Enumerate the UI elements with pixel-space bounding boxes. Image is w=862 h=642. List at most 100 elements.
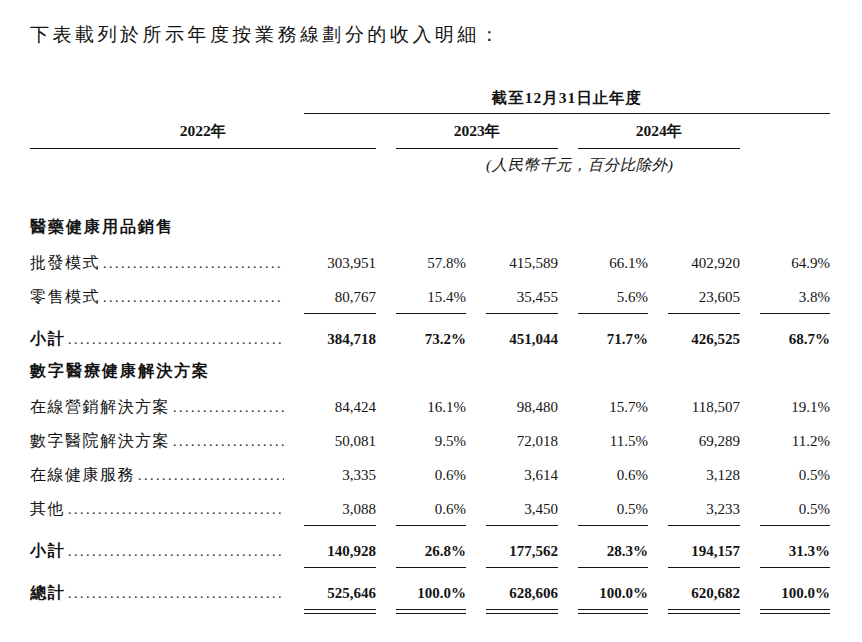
section-label: 醫藥健康用品銷售 [30, 217, 284, 238]
column-rule [578, 567, 648, 568]
cell-2024-percent: 0.5% [760, 501, 830, 518]
column-rule [668, 313, 740, 314]
cell-2022-value: 3,335 [304, 467, 376, 484]
column-rule [760, 525, 830, 526]
cell-2023-percent: 15.7% [578, 399, 648, 416]
cell-2024-percent: 11.2% [760, 433, 830, 450]
column-rule [760, 567, 830, 568]
column-rule [396, 313, 466, 314]
total-row: 總計 525,646 100.0% 628,606 100.0% 620,682… [30, 568, 830, 602]
cell-2023-value: 3,450 [486, 501, 558, 518]
year-header-2022: 2022年 [30, 114, 376, 150]
column-rule [486, 525, 558, 526]
data-row-digital-hospital: 數字醫院解決方案 50,081 9.5% 72,018 11.5% 69,289… [30, 416, 830, 450]
dot-leader [173, 398, 284, 416]
row-label: 其他 [30, 500, 65, 518]
table-header-note: (人民幣千元，百分比除外) [30, 149, 830, 174]
column-rule [486, 567, 558, 568]
column-rule [396, 525, 466, 526]
cell-2023-percent: 0.5% [578, 501, 648, 518]
cell-2024-percent: 31.3% [760, 543, 830, 560]
cell-2024-value: 69,289 [668, 433, 740, 450]
cell-2023-value: 72,018 [486, 433, 558, 450]
cell-2023-percent: 66.1% [578, 255, 648, 272]
row-label: 小計 [30, 330, 65, 348]
column-rule [668, 525, 740, 526]
column-rule [578, 313, 648, 314]
revenue-table: 截至12月31日止年度 2022年 2023年 2024年 (人民幣千元，百分比… [30, 82, 830, 614]
row-label: 在線營銷解決方案 [30, 398, 170, 416]
dot-leader [103, 254, 284, 272]
cell-2023-percent: 11.5% [578, 433, 648, 450]
double-rule [304, 609, 376, 614]
year-header-2023: 2023年 [396, 114, 558, 150]
cell-2024-value: 118,507 [668, 399, 740, 416]
data-row-online-marketing: 在線營銷解決方案 84,424 16.1% 98,480 15.7% 118,5… [30, 382, 830, 416]
cell-2024-percent: 3.8% [760, 289, 830, 306]
cell-2022-percent: 73.2% [396, 331, 466, 348]
period-header: 截至12月31日止年度 [304, 82, 830, 114]
cell-2024-percent: 68.7% [760, 331, 830, 348]
row-label: 總計 [30, 584, 65, 602]
cell-2024-value: 3,233 [668, 501, 740, 518]
cell-2022-value: 140,928 [304, 543, 376, 560]
cell-2023-percent: 28.3% [578, 543, 648, 560]
table-body: 醫藥健康用品銷售 批發模式 303,951 57.8% 415,589 66.1… [30, 204, 830, 614]
double-rule [760, 609, 830, 614]
cell-2024-value: 23,605 [668, 289, 740, 306]
year-header-2024: 2024年 [578, 114, 740, 150]
data-row-others: 其他 3,088 0.6% 3,450 0.5% 3,233 0.5% [30, 484, 830, 518]
dot-leader [68, 542, 284, 560]
column-rule [760, 313, 830, 314]
intro-text: 下表載列於所示年度按業務線劃分的收入明細： [30, 22, 503, 48]
cell-2022-value: 80,767 [304, 289, 376, 306]
cell-2023-percent: 5.6% [578, 289, 648, 306]
dot-leader [68, 584, 284, 602]
table-header-period: 截至12月31日止年度 [30, 82, 830, 114]
cell-2023-value: 628,606 [486, 585, 558, 602]
cell-2024-percent: 0.5% [760, 467, 830, 484]
unit-note: (人民幣千元，百分比除外) [486, 149, 648, 174]
cell-2024-percent: 100.0% [760, 585, 830, 602]
cell-2022-value: 3,088 [304, 501, 376, 518]
cell-2024-value: 3,128 [668, 467, 740, 484]
cell-2023-percent: 0.6% [578, 467, 648, 484]
column-rule [396, 567, 466, 568]
row-label: 批發模式 [30, 254, 100, 272]
cell-2024-percent: 19.1% [760, 399, 830, 416]
double-rule [578, 609, 648, 614]
cell-2023-value: 415,589 [486, 255, 558, 272]
cell-2024-percent: 64.9% [760, 255, 830, 272]
row-label: 零售模式 [30, 288, 100, 306]
cell-2022-value: 50,081 [304, 433, 376, 450]
column-rule [486, 313, 558, 314]
double-rule [486, 609, 558, 614]
cell-2023-value: 177,562 [486, 543, 558, 560]
row-label: 在線健康服務 [30, 466, 135, 484]
dot-leader [68, 330, 284, 348]
cell-2023-value: 3,614 [486, 467, 558, 484]
double-rule [396, 609, 466, 614]
cell-2022-percent: 16.1% [396, 399, 466, 416]
data-row-online-health-services: 在線健康服務 3,335 0.6% 3,614 0.6% 3,128 0.5% [30, 450, 830, 484]
data-row-retail: 零售模式 80,767 15.4% 35,455 5.6% 23,605 3.8… [30, 272, 830, 306]
cell-2024-value: 402,920 [668, 255, 740, 272]
cell-2022-percent: 0.6% [396, 501, 466, 518]
column-rule [304, 313, 376, 314]
cell-2022-percent: 15.4% [396, 289, 466, 306]
cell-2022-value: 384,718 [304, 331, 376, 348]
cell-2022-percent: 57.8% [396, 255, 466, 272]
cell-2024-value: 426,525 [668, 331, 740, 348]
cell-2023-value: 451,044 [486, 331, 558, 348]
column-rule [304, 525, 376, 526]
column-rule [668, 567, 740, 568]
cell-2023-value: 98,480 [486, 399, 558, 416]
data-row-wholesale: 批發模式 303,951 57.8% 415,589 66.1% 402,920… [30, 238, 830, 272]
cell-2022-percent: 100.0% [396, 585, 466, 602]
section-row-pharma-health-products: 醫藥健康用品銷售 [30, 204, 830, 238]
cell-2023-percent: 71.7% [578, 331, 648, 348]
cell-2023-percent: 100.0% [578, 585, 648, 602]
column-rule [304, 567, 376, 568]
dot-leader [138, 466, 284, 484]
column-rule [578, 525, 648, 526]
